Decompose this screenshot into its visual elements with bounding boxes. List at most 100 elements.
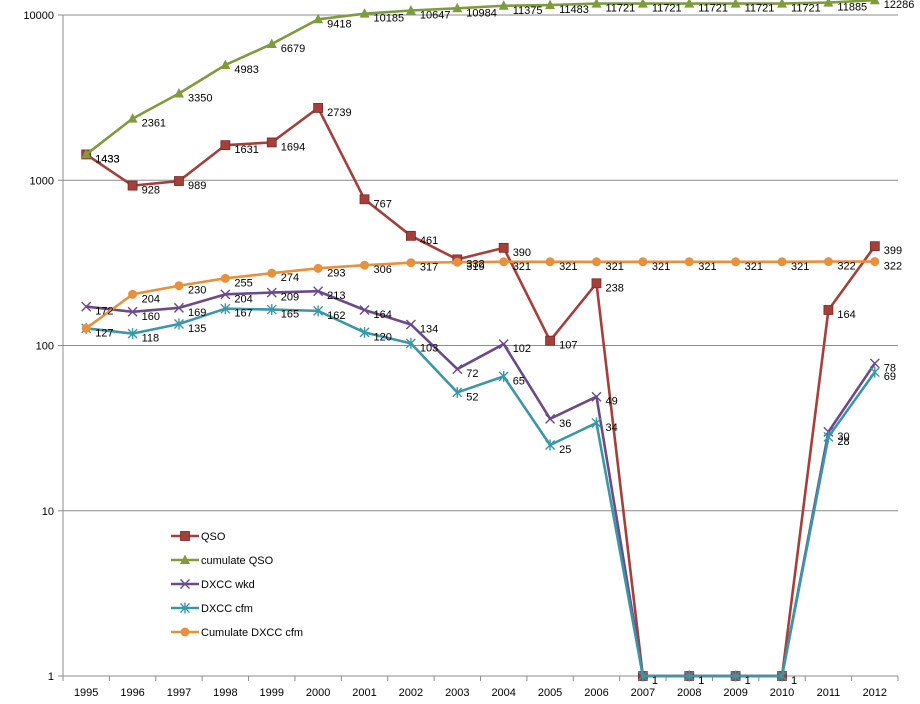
data-point-cumulate-qso bbox=[266, 38, 277, 48]
data-point-qso bbox=[545, 335, 555, 346]
data-point-cumulate-dxcc-cfm bbox=[313, 263, 323, 273]
x-tick-label: 1997 bbox=[167, 687, 191, 699]
data-label-dxcc-cfm: 135 bbox=[188, 323, 206, 335]
data-label-qso: 164 bbox=[837, 309, 855, 321]
y-tick-label: 100 bbox=[36, 341, 54, 353]
data-point-cumulate-dxcc-cfm bbox=[267, 268, 277, 278]
data-label-cumulate-qso: 10185 bbox=[374, 13, 405, 25]
data-point-dxcc-cfm bbox=[405, 337, 416, 349]
data-point-cumulate-dxcc-cfm bbox=[591, 257, 601, 267]
data-label-cumulate-dxcc-cfm: 321 bbox=[652, 261, 670, 273]
data-point-qso bbox=[359, 194, 370, 205]
data-label-cumulate-dxcc-cfm: 322 bbox=[837, 261, 855, 273]
data-point-cumulate-dxcc-cfm bbox=[731, 257, 741, 267]
data-point-cumulate-dxcc-cfm bbox=[823, 257, 833, 267]
data-label-dxcc-cfm: 28 bbox=[837, 436, 849, 448]
data-label-cumulate-qso: 1433 bbox=[95, 153, 119, 165]
data-point-cumulate-qso bbox=[359, 8, 370, 18]
x-tick-label: 1999 bbox=[260, 687, 284, 699]
data-point-cumulate-qso bbox=[730, 0, 741, 8]
data-label-dxcc-wkd: 72 bbox=[466, 368, 478, 380]
legend-item-qso: QSO bbox=[171, 531, 226, 543]
y-tick-label: 10 bbox=[42, 506, 54, 518]
data-point-cumulate-dxcc-cfm bbox=[174, 281, 184, 291]
data-point-cumulate-dxcc-cfm bbox=[406, 258, 416, 268]
data-label-cumulate-qso: 6679 bbox=[281, 43, 305, 55]
data-point-cumulate-qso bbox=[637, 0, 648, 8]
x-tick-label: 2010 bbox=[770, 687, 794, 699]
data-label-cumulate-dxcc-cfm: 321 bbox=[698, 261, 716, 273]
data-point-dxcc-wkd bbox=[220, 289, 231, 300]
data-label-cumulate-qso: 11721 bbox=[698, 3, 728, 15]
data-label-qso: 107 bbox=[559, 340, 577, 352]
data-point-dxcc-cfm bbox=[823, 431, 834, 443]
data-point-dxcc-wkd bbox=[591, 391, 602, 402]
data-point-dxcc-wkd bbox=[452, 364, 463, 375]
series-line-dxcc-cfm bbox=[86, 307, 876, 678]
data-point-qso bbox=[313, 103, 324, 113]
data-point-cumulate-qso bbox=[127, 113, 138, 123]
data-label-dxcc-wkd: 102 bbox=[513, 343, 531, 355]
data-point-cumulate-dxcc-cfm bbox=[128, 289, 138, 299]
legend-marker bbox=[180, 579, 190, 589]
legend-label: cumulate QSO bbox=[201, 555, 274, 567]
data-label-qso: 767 bbox=[374, 198, 392, 210]
data-label-qso: 1 bbox=[652, 675, 658, 687]
data-point-dxcc-cfm bbox=[637, 670, 648, 682]
data-point-qso bbox=[220, 140, 231, 151]
legend-marker bbox=[180, 627, 190, 637]
legend: QSO cumulate QSO DXCC wkd DXCC cfm Cumulate … bbox=[171, 531, 303, 639]
data-point-cumulate-dxcc-cfm bbox=[220, 273, 230, 283]
data-label-dxcc-cfm: 162 bbox=[327, 310, 345, 322]
data-point-cumulate-dxcc-cfm bbox=[638, 257, 648, 267]
data-label-qso: 1433 bbox=[95, 153, 119, 165]
data-label-cumulate-dxcc-cfm: 293 bbox=[327, 267, 345, 279]
data-point-dxcc-cfm bbox=[498, 370, 509, 382]
data-point-cumulate-dxcc-cfm bbox=[545, 257, 555, 267]
legend-label: Cumulate DXCC cfm bbox=[201, 627, 303, 639]
data-point-dxcc-wkd bbox=[359, 305, 370, 315]
data-label-dxcc-wkd: 169 bbox=[188, 307, 206, 319]
data-point-cumulate-dxcc-cfm bbox=[360, 260, 370, 270]
data-label-qso: 461 bbox=[420, 235, 438, 247]
data-label-cumulate-qso: 9418 bbox=[327, 18, 351, 30]
data-point-cumulate-qso bbox=[498, 0, 509, 10]
data-label-qso: 928 bbox=[142, 185, 160, 197]
gridlines bbox=[63, 14, 898, 677]
data-point-cumulate-dxcc-cfm bbox=[499, 257, 509, 267]
x-tick-label: 2003 bbox=[445, 687, 469, 699]
data-label-cumulate-dxcc-cfm: 322 bbox=[884, 261, 902, 273]
data-point-dxcc-wkd bbox=[869, 358, 880, 369]
data-point-dxcc-wkd bbox=[545, 413, 556, 424]
data-point-cumulate-dxcc-cfm bbox=[777, 257, 787, 267]
data-label-cumulate-dxcc-cfm: 306 bbox=[374, 264, 392, 276]
data-label-dxcc-wkd: 172 bbox=[95, 306, 113, 318]
data-label-dxcc-wkd: 160 bbox=[142, 311, 160, 323]
data-point-dxcc-cfm bbox=[869, 366, 880, 378]
y-tick-label: 1 bbox=[48, 671, 54, 683]
data-point-cumulate-qso bbox=[452, 2, 463, 13]
data-label-cumulate-qso: 11721 bbox=[791, 3, 821, 15]
data-point-cumulate-qso bbox=[405, 5, 416, 15]
data-label-dxcc-wkd: 36 bbox=[559, 418, 571, 430]
x-tick-label: 2008 bbox=[677, 687, 701, 699]
data-label-dxcc-cfm: 167 bbox=[234, 308, 252, 320]
data-point-dxcc-cfm bbox=[591, 417, 602, 429]
x-tick-label: 2011 bbox=[817, 687, 841, 699]
data-label-cumulate-qso: 11375 bbox=[513, 5, 543, 17]
data-label-qso: 238 bbox=[605, 282, 623, 294]
x-tick-label: 1996 bbox=[120, 687, 144, 699]
data-label-cumulate-dxcc-cfm: 321 bbox=[605, 261, 623, 273]
data-point-dxcc-cfm bbox=[684, 670, 695, 682]
data-label-cumulate-dxcc-cfm: 274 bbox=[281, 272, 299, 284]
x-tick-label: 2002 bbox=[399, 687, 423, 699]
legend-label: DXCC cfm bbox=[201, 603, 253, 615]
data-label-dxcc-cfm: 120 bbox=[374, 331, 392, 343]
data-point-cumulate-dxcc-cfm bbox=[870, 257, 880, 267]
data-label-dxcc-wkd: 204 bbox=[234, 293, 252, 305]
data-label-qso: 390 bbox=[513, 247, 531, 259]
data-point-cumulate-qso bbox=[684, 0, 695, 8]
data-point-cumulate-qso bbox=[823, 0, 834, 7]
data-label-qso: 1631 bbox=[234, 144, 258, 156]
legend-label: DXCC wkd bbox=[201, 579, 255, 591]
